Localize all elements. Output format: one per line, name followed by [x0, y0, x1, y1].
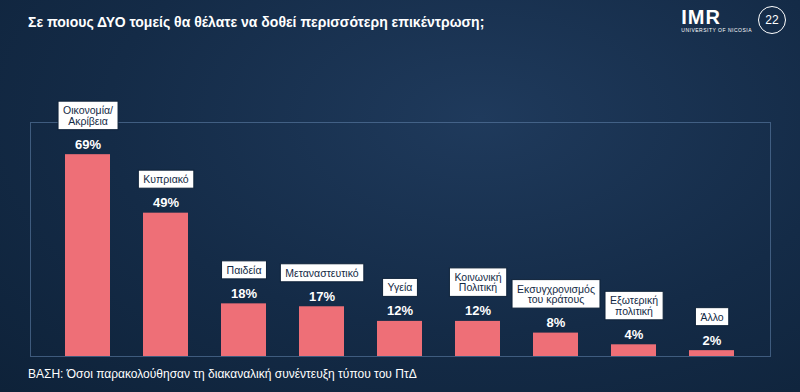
svg-text:Παιδεία: Παιδεία: [227, 264, 262, 276]
svg-text:ΚοινωνικήΠολιτική: ΚοινωνικήΠολιτική: [454, 271, 501, 294]
svg-text:69%: 69%: [75, 137, 101, 152]
svg-text:18%: 18%: [231, 286, 257, 301]
svg-text:4%: 4%: [625, 327, 644, 342]
svg-text:Οικονομία/Ακρίβεια: Οικονομία/Ακρίβεια: [63, 104, 113, 127]
svg-text:Κυπριακό: Κυπριακό: [143, 173, 188, 185]
svg-text:Εκσυγχρονισμόςτου κράτους: Εκσυγχρονισμόςτου κράτους: [517, 283, 595, 306]
svg-text:49%: 49%: [153, 195, 179, 210]
svg-text:12%: 12%: [387, 303, 413, 318]
svg-text:Άλλο: Άλλο: [700, 311, 723, 323]
svg-text:8%: 8%: [547, 315, 566, 330]
html-text:UNIVERSITY OF NICOSIA: UNIVERSITY OF NICOSIA: [681, 27, 752, 33]
svg-text:Υγεία: Υγεία: [388, 281, 413, 293]
html-text:ΒΑΣΗ: Όσοι παρακολούθησαν τη δ: ΒΑΣΗ: Όσοι παρακολούθησαν τη διακαναλική…: [28, 367, 417, 381]
svg-text:17%: 17%: [309, 289, 335, 304]
svg-text:2%: 2%: [703, 333, 722, 348]
svg-text:Μεταναστευτικό: Μεταναστευτικό: [285, 267, 358, 279]
html-text:22: 22: [765, 13, 779, 27]
html-text:Σε ποιους ΔΥΟ τομείς θα θέλατε: Σε ποιους ΔΥΟ τομείς θα θέλατε να δοθεί …: [28, 14, 485, 30]
html-text:IMR: IMR: [681, 6, 721, 28]
svg-text:Εξωτερικήπολιτική: Εξωτερικήπολιτική: [610, 294, 658, 317]
svg-text:12%: 12%: [465, 303, 491, 318]
